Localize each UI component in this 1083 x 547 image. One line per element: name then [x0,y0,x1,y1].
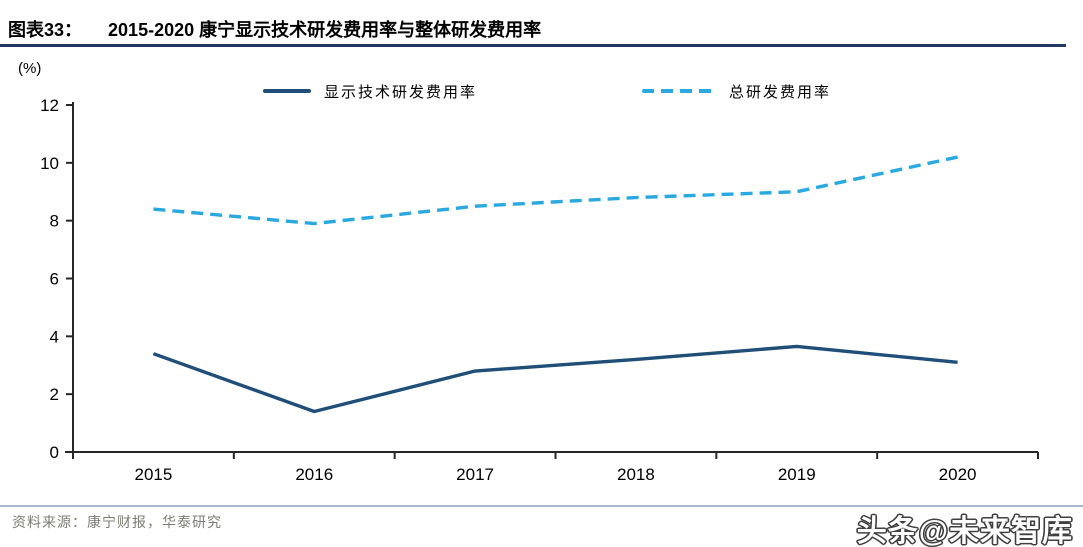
y-tick-label: 2 [50,385,59,404]
y-tick-label: 10 [40,154,59,173]
chart-canvas: 0 2 4 6 8 10 12 2015 2016 2017 2018 2019 2020 [40,96,1039,484]
watermark: 头条@未来智库 [856,515,1073,547]
x-tick-label: 2015 [135,465,173,484]
source-note: 资料来源：康宁财报，华泰研究 [12,516,222,531]
chart-title: 2015-2020 康宁显示技术研发费用率与整体研发费用率 [108,20,542,40]
dashed-line-swatch-icon [642,89,716,93]
y-tick-label: 12 [40,96,59,115]
series-line-display-rd [152,344,958,414]
x-tick-label: 2020 [939,465,977,484]
legend-label: 总研发费用率 [729,83,832,101]
chart-header: 图表33： 2015-2020 康宁显示技术研发费用率与整体研发费用率 [0,0,1083,46]
legend-label: 显示技术研发费用率 [324,83,478,101]
y-axis-unit-label: (%) [18,60,42,77]
y-tick-label: 0 [50,443,59,462]
y-tick-label: 4 [50,327,59,346]
y-tick-label: 6 [50,270,59,289]
x-tick-label: 2018 [617,465,655,484]
title-underline [0,44,1066,47]
x-tick-label: 2019 [778,465,816,484]
legend-item-display-rd: 显示技术研发费用率 [263,82,478,101]
solid-line-swatch-icon [263,89,311,93]
figure-number-label: 图表33： [8,20,83,40]
x-tick-label: 2016 [295,465,333,484]
y-tick-label: 8 [50,212,59,231]
series-line-total-rd [153,155,958,226]
x-tick-label: 2017 [456,465,494,484]
legend-item-total-rd: 总研发费用率 [642,82,832,101]
footer-divider [0,505,1083,507]
